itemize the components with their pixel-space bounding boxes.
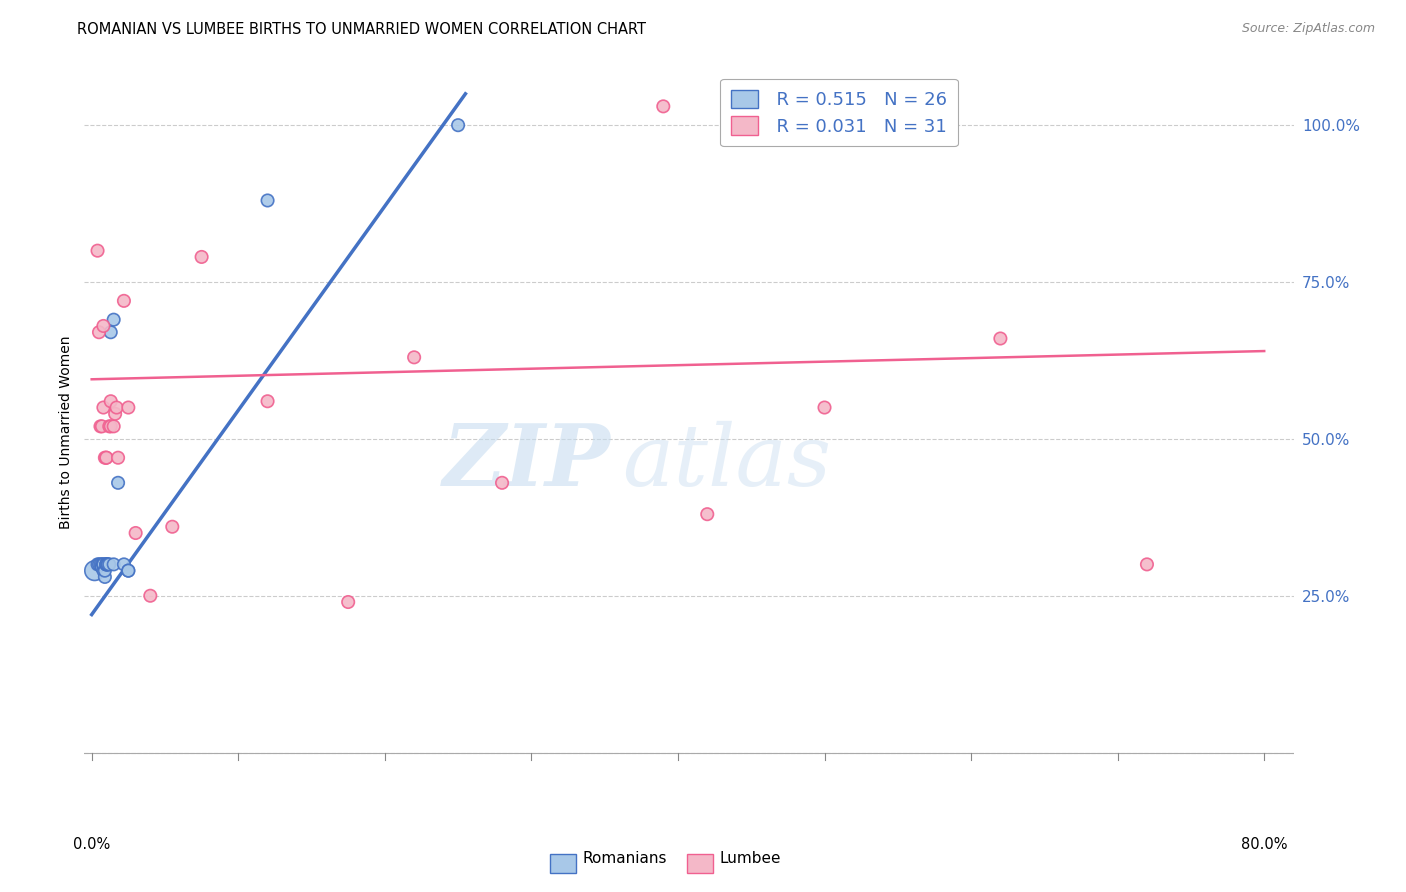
- Point: [117, 564, 139, 578]
- Point: [990, 331, 1012, 345]
- Point: [89, 558, 111, 572]
- Point: [86, 244, 108, 258]
- Text: ZIP: ZIP: [443, 420, 610, 504]
- Point: [93, 318, 115, 333]
- Point: [91, 419, 114, 434]
- Point: [100, 394, 122, 409]
- Point: [91, 560, 114, 574]
- Point: [98, 558, 121, 572]
- FancyBboxPatch shape: [550, 854, 576, 873]
- Text: Lumbee: Lumbee: [720, 851, 780, 866]
- Text: atlas: atlas: [623, 421, 831, 504]
- Y-axis label: Births to Unmarried Women: Births to Unmarried Women: [59, 336, 73, 529]
- Text: Source: ZipAtlas.com: Source: ZipAtlas.com: [1241, 22, 1375, 36]
- Point: [87, 558, 110, 572]
- Point: [256, 194, 278, 208]
- Point: [96, 450, 118, 465]
- Point: [100, 325, 122, 339]
- FancyBboxPatch shape: [686, 854, 713, 873]
- Point: [96, 558, 118, 572]
- Point: [190, 250, 212, 264]
- Point: [96, 558, 118, 572]
- Point: [652, 99, 675, 113]
- Point: [89, 419, 111, 434]
- Point: [256, 394, 278, 409]
- Point: [93, 558, 115, 572]
- Point: [162, 520, 184, 534]
- Point: [112, 558, 135, 572]
- Point: [404, 351, 426, 365]
- Point: [94, 450, 117, 465]
- Point: [1136, 558, 1159, 572]
- Point: [87, 325, 110, 339]
- Point: [93, 564, 115, 578]
- Point: [94, 570, 117, 584]
- Point: [112, 293, 135, 308]
- Point: [107, 475, 129, 490]
- Point: [337, 595, 360, 609]
- Point: [139, 589, 162, 603]
- Point: [94, 564, 117, 578]
- Point: [117, 564, 139, 578]
- Point: [104, 407, 127, 421]
- Point: [97, 558, 120, 572]
- Text: ROMANIAN VS LUMBEE BIRTHS TO UNMARRIED WOMEN CORRELATION CHART: ROMANIAN VS LUMBEE BIRTHS TO UNMARRIED W…: [77, 22, 647, 37]
- Point: [124, 526, 146, 541]
- Point: [98, 419, 121, 434]
- Point: [91, 558, 114, 572]
- Point: [93, 558, 115, 572]
- Point: [103, 558, 125, 572]
- Point: [696, 507, 718, 521]
- Point: [96, 558, 118, 572]
- Point: [447, 118, 470, 132]
- Text: 0.0%: 0.0%: [73, 838, 110, 853]
- Point: [93, 401, 115, 415]
- Point: [491, 475, 513, 490]
- Point: [117, 401, 139, 415]
- Point: [103, 419, 125, 434]
- Point: [103, 312, 125, 326]
- Point: [97, 558, 120, 572]
- Point: [813, 401, 835, 415]
- Text: Romanians: Romanians: [582, 851, 666, 866]
- Legend:   R = 0.515   N = 26,   R = 0.031   N = 31: R = 0.515 N = 26, R = 0.031 N = 31: [720, 78, 957, 146]
- Point: [83, 564, 105, 578]
- Text: 80.0%: 80.0%: [1241, 838, 1288, 853]
- Point: [105, 401, 128, 415]
- Point: [107, 450, 129, 465]
- Point: [100, 419, 122, 434]
- Point: [86, 558, 108, 572]
- Point: [96, 450, 118, 465]
